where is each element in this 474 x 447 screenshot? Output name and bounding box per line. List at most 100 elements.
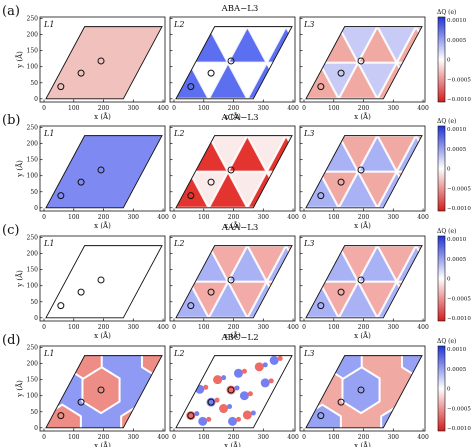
panel-a-3: L3 0 100 200 300 400 x (Å) bbox=[299, 16, 429, 121]
stacking-marker bbox=[57, 192, 65, 200]
panel-d-3: L3 0 100 200 300 400 x (Å) bbox=[299, 345, 429, 447]
colorbar-label: ΔQ (e) bbox=[437, 9, 456, 16]
stacking-marker bbox=[207, 69, 215, 77]
y-tick-label: 100 bbox=[27, 64, 39, 71]
colorbar-tick: 0.0010 bbox=[447, 127, 467, 133]
x-tick-label: 0 bbox=[42, 105, 46, 112]
x-tick-label: 200 bbox=[98, 324, 110, 331]
x-tick-label: 0 bbox=[302, 105, 306, 112]
x-tick-label: 300 bbox=[388, 214, 400, 221]
y-tick-label: 0 bbox=[34, 425, 38, 432]
x-tick-label: 200 bbox=[228, 434, 240, 441]
colorbar-tick: 0.0005 bbox=[447, 257, 467, 263]
stacking-marker bbox=[337, 288, 345, 296]
colorbar bbox=[437, 345, 446, 432]
x-axis-label: x (Å) bbox=[354, 441, 371, 447]
colorbar-label: ΔQ (e) bbox=[437, 228, 456, 235]
stacking-marker bbox=[317, 83, 325, 91]
x-tick-label: 300 bbox=[258, 324, 270, 331]
x-axis-label: x (Å) bbox=[224, 331, 241, 340]
panel-c-3: L3 0 100 200 300 400 x (Å) bbox=[299, 235, 429, 340]
x-tick-label: 400 bbox=[417, 434, 429, 441]
stacking-marker bbox=[337, 178, 345, 186]
y-tick-label: 150 bbox=[27, 267, 39, 274]
colorbar-label: ΔQ (e) bbox=[437, 118, 456, 125]
stacking-marker bbox=[317, 192, 325, 200]
x-tick-label: 300 bbox=[388, 434, 400, 441]
x-tick-label: 200 bbox=[228, 105, 240, 112]
x-tick-label: 400 bbox=[287, 324, 299, 331]
y-tick-label: 0 bbox=[34, 315, 38, 322]
stacking-marker bbox=[207, 178, 215, 186]
x-tick-label: 300 bbox=[128, 214, 140, 221]
y-tick-label: 250 bbox=[27, 345, 39, 352]
stacking-marker bbox=[317, 302, 325, 310]
x-tick-label: 300 bbox=[128, 324, 140, 331]
stacking-marker bbox=[337, 398, 345, 406]
stacking-marker bbox=[357, 166, 365, 174]
colorbar-tick: 0.0005 bbox=[447, 367, 467, 373]
colorbar-tick: −0.0010 bbox=[447, 97, 471, 103]
x-tick-label: 300 bbox=[388, 324, 400, 331]
colorbar-tick: −0.0010 bbox=[447, 206, 471, 212]
layer-label: L2 bbox=[173, 349, 184, 358]
y-tick-label: 0 bbox=[34, 205, 38, 212]
row-tag: (c) bbox=[2, 223, 19, 238]
x-tick-label: 100 bbox=[198, 434, 210, 441]
stacking-marker bbox=[227, 386, 235, 394]
x-tick-label: 400 bbox=[287, 434, 299, 441]
x-axis-label: x (Å) bbox=[354, 112, 371, 121]
layer-label: L2 bbox=[173, 20, 184, 29]
layer-label: L1 bbox=[43, 349, 54, 358]
colorbar-tick: −0.0005 bbox=[447, 186, 471, 192]
stacking-marker bbox=[357, 386, 365, 394]
y-tick-label: 100 bbox=[27, 283, 39, 290]
row-title: ACA−L3 bbox=[221, 113, 259, 123]
x-tick-label: 200 bbox=[358, 214, 370, 221]
x-axis-label: x (Å) bbox=[354, 221, 371, 230]
colorbar-tick: −0.0005 bbox=[447, 406, 471, 412]
y-axis-label: y (Å) bbox=[15, 270, 24, 288]
x-axis-label: x (Å) bbox=[224, 441, 241, 447]
y-tick-label: 100 bbox=[27, 393, 39, 400]
x-tick-label: 400 bbox=[417, 324, 429, 331]
y-tick-label: 50 bbox=[30, 189, 38, 196]
x-tick-label: 100 bbox=[328, 105, 340, 112]
x-tick-label: 0 bbox=[172, 105, 176, 112]
y-tick-label: 0 bbox=[34, 96, 38, 103]
colorbar bbox=[437, 16, 446, 103]
stacking-marker bbox=[77, 69, 85, 77]
x-tick-label: 100 bbox=[198, 105, 210, 112]
x-tick-label: 100 bbox=[198, 324, 210, 331]
panel-a-1: L1 0 100 200 300 400 0 50 100 150 200 250 x (Å) bbox=[27, 16, 169, 121]
x-tick-label: 100 bbox=[68, 434, 80, 441]
x-tick-label: 0 bbox=[172, 434, 176, 441]
x-tick-label: 300 bbox=[388, 105, 400, 112]
row-title: ABC−L2 bbox=[220, 333, 258, 343]
x-axis-label: x (Å) bbox=[224, 112, 241, 121]
y-tick-label: 50 bbox=[30, 409, 38, 416]
colorbar bbox=[437, 235, 446, 322]
colorbar-tick: 0.0005 bbox=[447, 38, 467, 44]
x-tick-label: 300 bbox=[128, 105, 140, 112]
panel-a-2: L2 0 100 200 300 400 x (Å) bbox=[169, 16, 299, 121]
x-tick-label: 0 bbox=[172, 324, 176, 331]
layer-label: L2 bbox=[173, 239, 184, 248]
layer-label: L3 bbox=[303, 20, 314, 29]
y-tick-label: 200 bbox=[27, 361, 39, 368]
colorbar-tick: 0.0010 bbox=[447, 237, 467, 243]
row-title: AAA−L3 bbox=[221, 223, 259, 233]
colorbar-tick: 0 bbox=[447, 167, 451, 173]
layer-label: L1 bbox=[43, 239, 54, 248]
x-tick-label: 100 bbox=[328, 434, 340, 441]
layer-label: L3 bbox=[303, 239, 314, 248]
panel-d-1: L1 0 100 200 300 400 0 50 100 150 200 250 x (Å) bbox=[27, 345, 169, 447]
x-tick-label: 300 bbox=[258, 105, 270, 112]
panel-d-2: L2 0 100 200 300 400 x (Å) bbox=[169, 345, 299, 447]
stacking-marker bbox=[97, 386, 105, 394]
stacking-marker bbox=[187, 192, 195, 200]
x-tick-label: 200 bbox=[358, 105, 370, 112]
y-tick-label: 100 bbox=[27, 173, 39, 180]
